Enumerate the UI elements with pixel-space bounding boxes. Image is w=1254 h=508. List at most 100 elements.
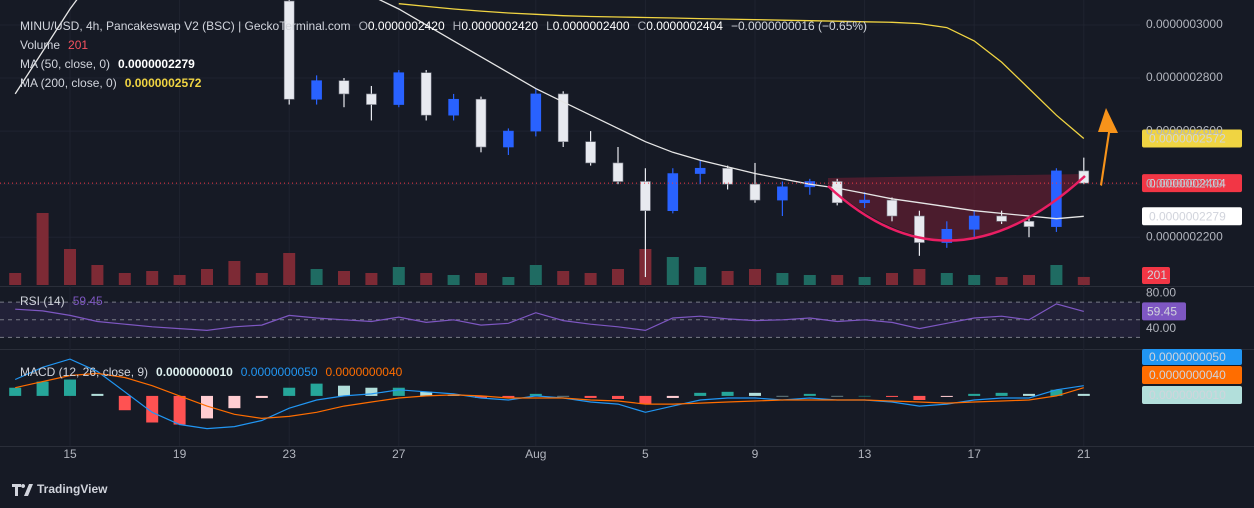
macd-legend: MACD (12, 26, close, 9) 0.0000000010 0.000… xyxy=(20,365,403,379)
ohlc-value: 0.0000002400 xyxy=(553,19,630,33)
ohlc-value: 0.0000002420 xyxy=(368,19,445,33)
volume-bar xyxy=(666,257,679,285)
macd-histogram xyxy=(694,392,707,396)
legend: MINU/USD, 4h, Pancakeswap V2 (BSC) | Gec… xyxy=(20,19,867,379)
volume-bar xyxy=(64,249,76,285)
axis-tag xyxy=(1142,174,1242,193)
axis-tag xyxy=(1142,366,1242,384)
volume-bar xyxy=(776,273,789,285)
axis-tag-label: 0.0000000040 xyxy=(1149,368,1226,382)
candle-body xyxy=(366,93,377,105)
volume-bar xyxy=(831,275,844,285)
macd-histogram xyxy=(995,392,1008,396)
axis-tag xyxy=(1142,386,1242,404)
legend-name: MA (50, close, 0) xyxy=(20,57,110,71)
up-arrow xyxy=(1098,108,1118,186)
macd-histogram xyxy=(666,395,679,398)
axis-tag xyxy=(1142,207,1242,226)
volume-bar xyxy=(447,275,460,285)
axis-tag-label: 59.45 xyxy=(1147,305,1177,319)
volume-bar xyxy=(940,273,953,285)
axis-tag xyxy=(1142,302,1186,321)
ma-line xyxy=(14,0,1084,220)
candle-body xyxy=(283,0,295,100)
volume-bar xyxy=(858,277,871,285)
ohlc-key: O xyxy=(359,19,368,33)
axis-tag xyxy=(1142,267,1170,284)
ohlc-key: L xyxy=(546,19,553,33)
volume-bar xyxy=(9,273,22,285)
volume-bar xyxy=(721,271,734,285)
volume-bar xyxy=(310,269,323,285)
grid xyxy=(0,0,1140,446)
ohlc-value: 0.0000002420 xyxy=(461,19,538,33)
candle-body xyxy=(941,228,953,243)
macd-histogram xyxy=(886,395,898,397)
y-tick-label: 40.00 xyxy=(1146,321,1176,335)
x-tick-label: 15 xyxy=(63,447,77,461)
legend-name: Volume xyxy=(20,38,60,52)
volume-bar xyxy=(694,267,707,285)
macd-histogram xyxy=(36,381,49,396)
volume-bar xyxy=(502,277,515,285)
macd-histogram xyxy=(118,395,131,411)
volume-bar xyxy=(584,273,597,285)
macd-histogram xyxy=(228,395,241,409)
volume-bar xyxy=(338,271,350,285)
legend-name: MA (200, close, 0) xyxy=(20,76,117,90)
macd-histogram xyxy=(803,393,816,396)
axis-tag xyxy=(1142,129,1242,148)
volume-bar xyxy=(557,271,570,285)
brand-name: TradingView xyxy=(37,482,108,496)
candle-body xyxy=(914,215,925,243)
candle-body xyxy=(694,167,706,174)
axis-tags: 0.0000002572 0.0000002404 0.0000002279 201 5… xyxy=(1142,129,1242,404)
rsi-legend: RSI (14) 59.45 xyxy=(20,294,103,308)
price-pane xyxy=(0,0,1140,285)
y-tick-label: 0.0000002800 xyxy=(1146,70,1223,84)
macd-histogram xyxy=(502,395,515,398)
cup-curve xyxy=(827,175,1086,242)
volume-bar xyxy=(146,271,159,285)
candle-body xyxy=(585,141,596,164)
macd-histogram xyxy=(968,393,981,396)
candle-body xyxy=(968,215,980,230)
legend-value: 0.0000002279 xyxy=(118,57,195,71)
y-tick-label: 0.0000002200 xyxy=(1146,229,1223,243)
macd-histogram xyxy=(1023,393,1035,396)
macd-line xyxy=(15,372,1084,420)
ma-line xyxy=(398,3,1085,139)
axis-tag-label: 0.0000002404 xyxy=(1149,176,1226,190)
chart-title: MINU/USD, 4h, Pancakeswap V2 (BSC) | Gec… xyxy=(20,19,351,33)
macd-histogram xyxy=(529,393,542,396)
axis-tag xyxy=(1142,349,1242,365)
macd-line xyxy=(14,358,1084,430)
ma200-legend: MA (200, close, 0) 0.0000002572 xyxy=(20,76,202,90)
volume-bar xyxy=(36,213,49,285)
annotations xyxy=(827,108,1118,242)
legend-value: 0.0000000040 xyxy=(326,365,403,379)
candle-body xyxy=(996,215,1007,222)
candle-body xyxy=(475,98,487,148)
legend-value: 0.0000000010 xyxy=(156,365,233,379)
macd-histogram xyxy=(146,395,159,423)
legend-value: 59.45 xyxy=(73,294,103,308)
volume-bar xyxy=(420,273,433,285)
macd-histogram xyxy=(283,387,296,396)
candle-body xyxy=(612,162,624,182)
macd-histogram xyxy=(255,395,268,398)
macd-pane xyxy=(9,358,1090,430)
axis-tag-label: 0.0000000010 xyxy=(1149,388,1226,402)
candle-body xyxy=(393,72,405,105)
x-tick-label: Aug xyxy=(525,447,546,461)
candle-body xyxy=(503,130,514,148)
macd-histogram xyxy=(392,387,405,396)
legend-value: 0.0000000050 xyxy=(241,365,318,379)
candle-body xyxy=(420,72,432,116)
brand-logo xyxy=(12,484,33,496)
x-tick-label: 17 xyxy=(968,447,982,461)
macd-histogram xyxy=(91,393,104,396)
candle-body xyxy=(640,181,651,211)
candle-body xyxy=(667,173,679,211)
